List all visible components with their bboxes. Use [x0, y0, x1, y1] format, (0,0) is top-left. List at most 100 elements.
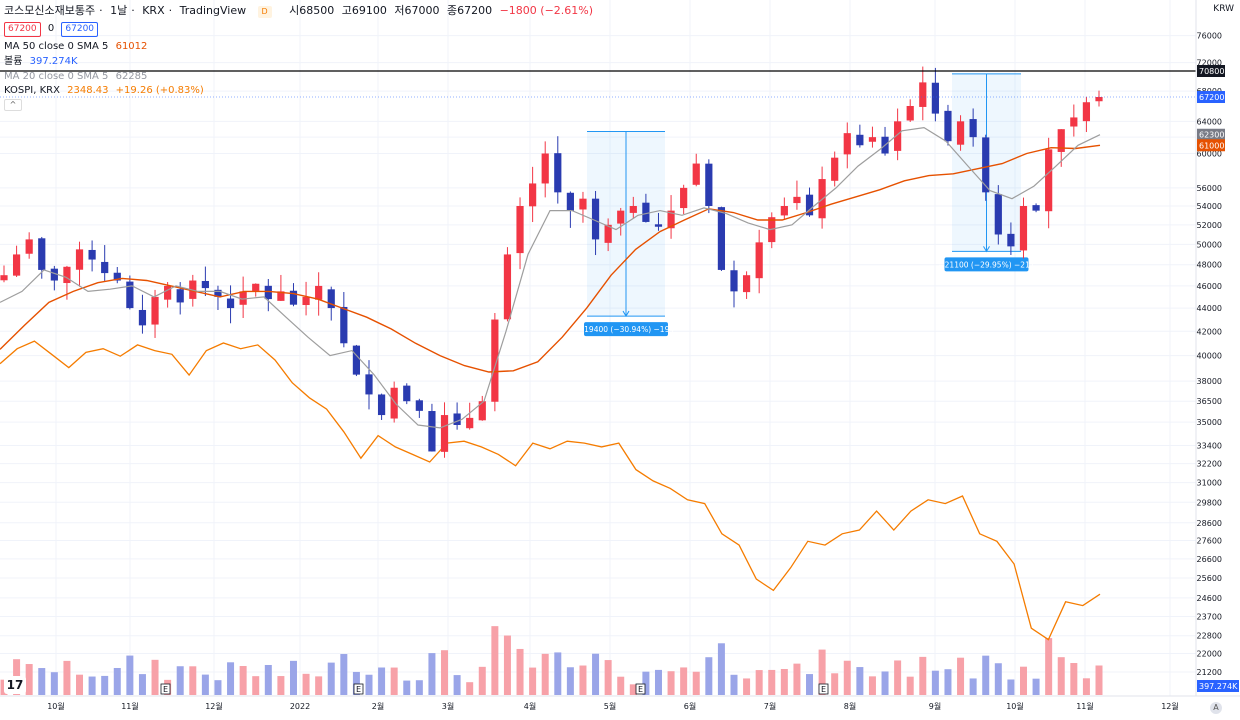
- volume-bar: [189, 666, 197, 695]
- price-label-text: 397.274K: [1199, 682, 1238, 691]
- candle-body: [264, 285, 272, 300]
- candle-body: [75, 249, 84, 270]
- candle-body: [969, 119, 977, 138]
- volume-bar: [88, 676, 96, 695]
- y-tick-label: 32200: [1197, 460, 1222, 469]
- horizontal-line[interactable]: [0, 70, 1196, 98]
- price-axis-bg: [1196, 0, 1240, 696]
- candle-body: [604, 224, 612, 243]
- y-tick-label: 36500: [1197, 397, 1222, 406]
- y-tick-label: 44000: [1197, 304, 1222, 313]
- volume-bar: [1070, 663, 1078, 695]
- interval-label[interactable]: 1날: [110, 4, 128, 17]
- volume-bar: [264, 664, 272, 695]
- y-tick-label: 23700: [1197, 612, 1222, 621]
- moving-averages: [0, 126, 1101, 429]
- candle-body: [680, 187, 688, 209]
- volume-bar: [554, 652, 562, 695]
- volume-bar: [453, 675, 461, 695]
- volume-bar: [302, 673, 310, 695]
- volume-bar: [566, 667, 574, 695]
- y-tick-label: 22000: [1197, 650, 1222, 659]
- volume-bar: [138, 674, 146, 695]
- low-value: 저67000: [394, 4, 440, 17]
- candle-body: [906, 105, 914, 121]
- candle-body: [340, 306, 348, 344]
- candle-body: [894, 121, 902, 151]
- kospi-path: [0, 340, 1101, 641]
- candle-body: [1045, 149, 1053, 212]
- volume-bar: [1045, 638, 1053, 695]
- price-label-text: 61000: [1199, 141, 1224, 150]
- volume-bar: [642, 671, 650, 695]
- ma20-label: MA 20 close 0 SMA 5: [4, 71, 109, 82]
- ma50-value: 61012: [115, 41, 148, 52]
- volume-legend[interactable]: 볼륨 397.274K: [4, 55, 82, 68]
- y-tick-label: 48000: [1197, 261, 1222, 270]
- exchange-label: KRX: [142, 4, 165, 17]
- market-status-badge[interactable]: D: [257, 6, 272, 18]
- volume-bar: [743, 678, 751, 695]
- kospi-legend[interactable]: KOSPI, KRX 2348.43 +19.26 (+0.83%): [4, 84, 208, 97]
- candle-body: [554, 153, 562, 193]
- candle-body: [516, 206, 524, 254]
- ma50-legend[interactable]: MA 50 close 0 SMA 5 61012: [4, 40, 151, 53]
- y-tick-label: 72000: [1197, 59, 1222, 68]
- candle-body: [302, 296, 310, 306]
- y-tick-label: 33400: [1197, 441, 1222, 450]
- volume-bar: [780, 668, 788, 695]
- legend-title[interactable]: 코스모신소재보통주 · 1날 · KRX · TradingView D 시68500…: [4, 4, 594, 18]
- price-axis[interactable]: 7600072000680006400062000600005600054000…: [1195, 0, 1240, 696]
- tradingview-logo-icon[interactable]: 17: [4, 676, 26, 694]
- volume-bar: [717, 643, 725, 695]
- ohlc-values: 시68500 고69100 저67000 종67200 −1800 (−2.61…: [289, 4, 593, 17]
- x-tick-label: 12월: [205, 701, 223, 711]
- volume-bar: [881, 671, 889, 695]
- auto-scale-icon[interactable]: A: [1210, 702, 1222, 714]
- volume-bar: [101, 675, 109, 695]
- volume-bar: [113, 667, 121, 695]
- candle-body: [415, 400, 423, 411]
- kospi-value: 2348.43: [67, 85, 109, 96]
- kospi-change: +19.26 (+0.83%): [115, 85, 204, 96]
- bid-box[interactable]: 67200: [4, 22, 41, 37]
- volume-bar: [894, 660, 902, 695]
- high-value: 고69100: [341, 4, 387, 17]
- volume-value: 397.274K: [29, 56, 78, 67]
- volume-bar: [617, 676, 625, 695]
- volume-bar: [654, 669, 662, 695]
- x-tick-label: 7월: [764, 701, 776, 711]
- volume-bar: [126, 655, 134, 695]
- ma20-legend[interactable]: MA 20 close 0 SMA 5 62285: [4, 70, 151, 83]
- candle-body: [0, 275, 8, 281]
- volume-bar: [730, 674, 738, 695]
- price-label-bg: [1197, 65, 1225, 77]
- volume-bar: [50, 672, 58, 695]
- y-tick-label: 31000: [1197, 479, 1222, 488]
- candle-body: [277, 291, 285, 301]
- bid-ask: 67200 0 67200: [4, 22, 102, 37]
- price-label-bg: [1197, 128, 1225, 141]
- volume-bar: [63, 660, 71, 695]
- event-marker-label: E: [356, 685, 361, 694]
- candle-body: [541, 153, 549, 184]
- candle-body: [352, 345, 361, 375]
- candle-body: [566, 192, 574, 211]
- measure-label-bg: [584, 322, 668, 337]
- measure-arrowhead: [983, 246, 990, 253]
- time-axis[interactable]: 10월 11월 12월 2022 2월 3월 4월 5월 6월 7월 8월 9월 10월 11월 12월: [0, 695, 1240, 711]
- event-marker: [353, 683, 364, 695]
- currency-label[interactable]: KRW: [1213, 4, 1234, 14]
- candle-body: [403, 385, 411, 402]
- volume-bar: [755, 670, 763, 695]
- collapse-legend-chevron-up-icon[interactable]: ^: [4, 99, 22, 111]
- kospi-label: KOSPI, KRX: [4, 85, 60, 96]
- volume-bar: [629, 684, 637, 695]
- y-tick-label: 35000: [1197, 418, 1222, 427]
- ask-box[interactable]: 67200: [61, 22, 99, 37]
- volume-bar: [793, 663, 801, 695]
- candle-body: [25, 239, 33, 254]
- symbol-name[interactable]: 코스모신소재보통주: [4, 4, 96, 17]
- ma50-label: MA 50 close 0 SMA 5: [4, 41, 109, 52]
